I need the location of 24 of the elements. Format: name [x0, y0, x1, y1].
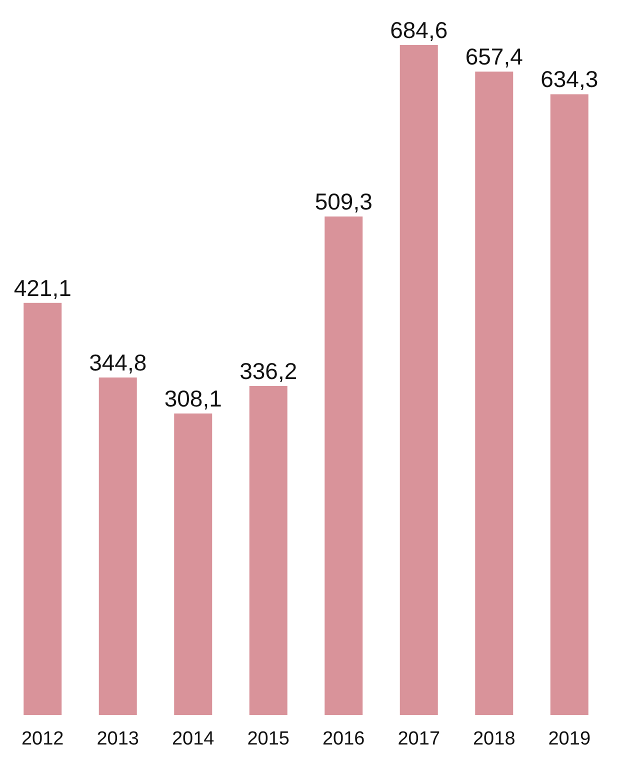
x-tick-label: 2018: [472, 728, 516, 750]
x-tick-label: 2012: [21, 728, 64, 750]
x-tick-label: 2013: [96, 728, 140, 750]
data-label: 421,1: [14, 274, 72, 301]
bar: [475, 72, 514, 715]
bar: [249, 386, 288, 715]
bar: [400, 45, 438, 715]
data-label: 509,3: [314, 188, 372, 215]
bar: [174, 413, 212, 715]
bar: [98, 378, 137, 715]
x-tick-label: 2019: [548, 728, 591, 750]
x-tick-label: 2015: [247, 728, 290, 750]
x-tick-label: 2017: [398, 728, 440, 750]
bar: [24, 302, 62, 715]
bar: [324, 216, 363, 715]
data-label: 657,4: [465, 44, 524, 70]
data-label: 684,6: [390, 17, 448, 43]
data-label: 634,3: [540, 66, 598, 92]
x-tick-label: 2014: [172, 728, 215, 750]
data-label: 344,8: [89, 350, 147, 376]
bar: [550, 94, 588, 715]
data-label: 336,2: [240, 358, 298, 384]
x-tick-label: 2016: [322, 728, 365, 750]
data-label: 308,1: [164, 385, 222, 412]
